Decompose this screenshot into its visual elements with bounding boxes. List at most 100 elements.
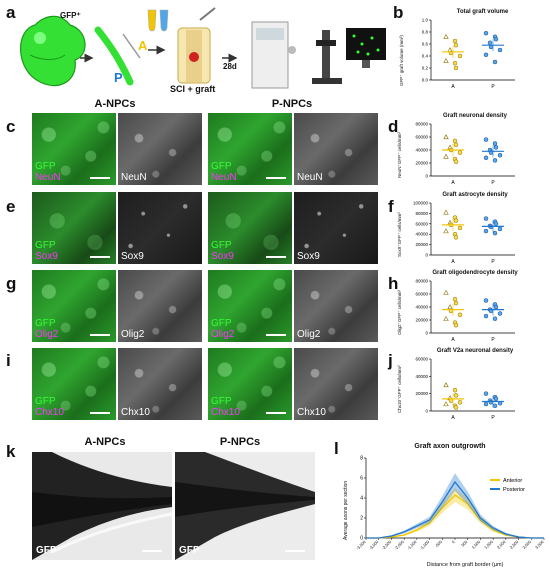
x-tick-label: A: [451, 259, 455, 265]
monitor-icon: [346, 28, 386, 68]
image-c-p-gray: NeuN: [294, 113, 378, 185]
data-point: [453, 300, 459, 306]
data-point: [483, 52, 489, 58]
y-tick-label: 40000: [415, 232, 428, 237]
column-title-p-npcs: P-NPCs: [271, 98, 313, 110]
data-point: [443, 153, 449, 159]
chart-title-j: Graft V2a neuronal density: [436, 348, 514, 354]
data-point: [443, 315, 449, 321]
panel-label-c: c: [6, 117, 16, 136]
image-g-p-gray: Olig2: [294, 270, 378, 342]
anterior-letter: A: [138, 38, 148, 53]
x-tick-label: A: [451, 337, 455, 343]
column-title-a-npcs: A-NPCs: [94, 98, 136, 110]
y-tick-label: 0: [360, 536, 363, 542]
data-point: [452, 38, 458, 44]
y-tick-label: 20000: [415, 161, 428, 166]
y-tick-label: 4: [360, 496, 363, 502]
chart-d: 0 20000 40000 60000 80000 A P: [415, 122, 515, 186]
ylabel-d: NeuN⁺GFP⁺ cells/mm³: [397, 131, 402, 178]
y-tick-label: 0: [425, 409, 428, 414]
data-point: [453, 42, 459, 48]
chart-l: 0 2 4 6 8 -3,500 -3,000 -2,500 -2,000 -1,500 -1,00…: [355, 456, 545, 551]
x-tick-label: A: [451, 180, 455, 186]
legend-entry: Anterior: [503, 478, 522, 484]
image-k-p: [175, 452, 315, 560]
y-tick-label: 80000: [415, 279, 428, 284]
image-g-a-gray: Olig2: [118, 270, 202, 342]
data-point: [492, 141, 498, 146]
ylabel-b: GFP⁺ graft volume (mm³): [399, 35, 404, 86]
data-point: [453, 322, 459, 328]
y-tick-label: 100000: [413, 201, 429, 206]
x-tick-label: -1,000: [419, 539, 431, 551]
xlabel-l: Distance from graft border (µm): [426, 562, 504, 568]
panel-label-h: h: [388, 274, 399, 293]
x-tick-label: P: [491, 415, 495, 421]
ylabel-l: Average axons per section: [343, 480, 349, 540]
image-c-a-merge: GFP NeuN: [32, 113, 116, 185]
y-tick-label: 6: [360, 476, 363, 482]
x-tick-label: 2,000: [496, 539, 507, 550]
data-point: [492, 158, 498, 163]
y-tick-label: 80000: [415, 122, 428, 127]
data-point: [483, 228, 489, 234]
panel-label-k: k: [6, 442, 16, 461]
data-point: [453, 393, 459, 398]
data-point: [497, 47, 503, 53]
chart-title-b: Total graft volume: [456, 9, 509, 15]
image-c-a-gray: NeuN: [118, 113, 202, 185]
data-point: [483, 313, 489, 319]
x-tick-label: -1,500: [406, 539, 418, 551]
data-point: [483, 30, 489, 36]
image-i-p-merge: GFP Chx10: [208, 348, 292, 420]
data-point: [457, 400, 463, 405]
ylabel-f: Sox9⁺GFP⁺ cells/mm³: [397, 212, 402, 257]
y-tick-label: 60000: [415, 221, 428, 226]
image-i-p-gray: Chx10: [294, 348, 378, 420]
data-point: [493, 145, 499, 150]
data-point: [492, 403, 498, 409]
data-point: [457, 53, 463, 59]
y-tick-label: 0: [425, 174, 428, 179]
y-tick-label: 40000: [415, 148, 428, 153]
x-tick-label: 500: [460, 539, 469, 548]
data-point: [493, 304, 499, 310]
y-tick-label: 0.8: [422, 30, 429, 35]
ylabel-h: Olig2⁺GFP⁺ cells/mm³: [397, 289, 402, 335]
y-tick-label: 60000: [415, 292, 428, 297]
x-tick-label: -2,500: [381, 539, 393, 551]
data-point: [453, 142, 459, 148]
chart-f: 0 20000 40000 60000 80000 100000 A P: [413, 201, 515, 265]
x-tick-label: 2,500: [509, 539, 520, 550]
data-point: [457, 150, 463, 155]
panel-label-d: d: [388, 117, 399, 136]
data-point: [452, 387, 458, 393]
panel-label-g: g: [6, 274, 17, 293]
data-point: [492, 316, 498, 321]
posterior-letter: P: [114, 70, 123, 85]
k-title-p-npcs: P-NPCs: [219, 436, 261, 448]
data-point: [493, 396, 499, 402]
chart-title-h: Graft oligodendrocyte density: [432, 270, 518, 276]
x-tick-label: 1,500: [483, 539, 494, 550]
data-point: [453, 65, 459, 71]
data-point: [443, 401, 449, 407]
series-band: [366, 473, 544, 538]
data-point: [443, 228, 449, 234]
neural-tube-icon: [94, 26, 141, 86]
data-point: [452, 296, 458, 302]
y-tick-label: 20000: [415, 391, 428, 396]
image-e-p-merge: GFP Sox9: [208, 192, 292, 264]
data-point: [443, 134, 449, 140]
panel-label-j: j: [388, 351, 393, 370]
panel-label-l: l: [334, 439, 339, 458]
data-point: [443, 57, 449, 63]
y-tick-label: 0.4: [422, 54, 429, 59]
data-point: [483, 298, 489, 303]
y-tick-label: 40000: [415, 305, 428, 310]
x-tick-label: 3,500: [534, 539, 545, 550]
k-title-a-npcs: A-NPCs: [84, 436, 126, 448]
data-point: [443, 289, 449, 295]
data-point: [487, 40, 493, 46]
